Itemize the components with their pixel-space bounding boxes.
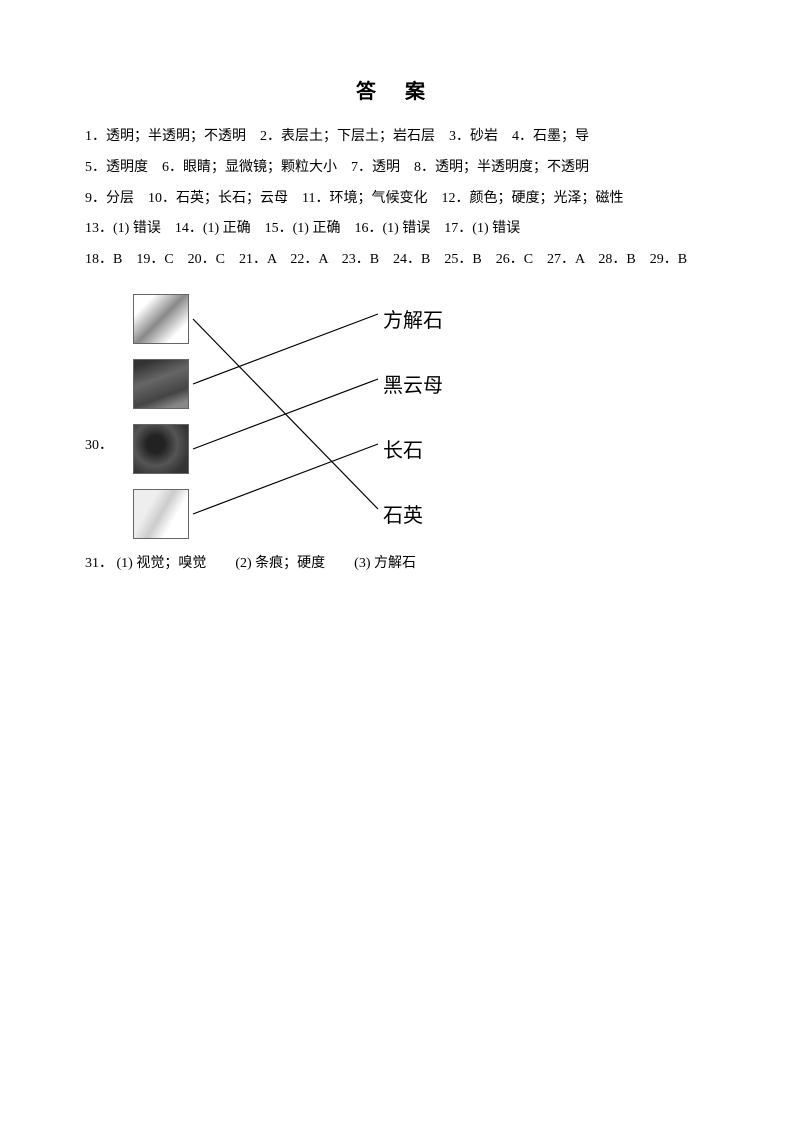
mineral-label-3: 长石 [383,434,423,463]
mineral-image-2 [133,359,189,409]
mineral-label-2: 黑云母 [383,369,443,398]
q31-line: 31． (1) 视觉；嗅觉 (2) 条痕；硬度 (3) 方解石 [85,552,708,572]
mineral-label-4: 石英 [383,499,423,528]
connection-line [193,444,378,514]
q31-number: 31． [85,556,113,571]
q30-diagram: 方解石黑云母长石石英 [123,284,503,544]
rock-icon [134,425,188,473]
answer-line-3: 9．分层 10．石英；长石；云母 11．环境；气候变化 12．颜色；硬度；光泽；… [85,184,708,215]
answer-line-2: 5．透明度 6．眼睛；显微镜；颗粒大小 7．透明 8．透明；半透明度；不透明 [85,153,708,184]
connection-line [193,379,378,449]
answer-block: 1．透明；半透明；不透明 2．表层土；下层土；岩石层 3．砂岩 4．石墨；导 5… [85,122,708,276]
q30-number: 30． [85,434,113,454]
mineral-label-1: 方解石 [383,304,443,333]
connection-line [193,314,378,384]
q31-part-2: (2) 条痕；硬度 [235,556,325,571]
page-title: 答 案 [85,75,708,104]
answer-line-4: 13．(1) 错误 14．(1) 正确 15．(1) 正确 16．(1) 错误 … [85,214,708,245]
mineral-image-4 [133,489,189,539]
rock-icon [134,360,188,408]
q31-part-1: (1) 视觉；嗅觉 [117,556,207,571]
rock-icon [134,295,188,343]
mineral-image-1 [133,294,189,344]
answer-line-5: 18．B 19．C 20．C 21．A 22．A 23．B 24．B 25．B … [85,245,708,276]
q30-container: 30． 方解石黑云母长石石英 [85,284,708,544]
q31-part-3: (3) 方解石 [354,556,416,571]
answer-line-1: 1．透明；半透明；不透明 2．表层土；下层土；岩石层 3．砂岩 4．石墨；导 [85,122,708,153]
rock-icon [134,490,188,538]
mineral-image-3 [133,424,189,474]
